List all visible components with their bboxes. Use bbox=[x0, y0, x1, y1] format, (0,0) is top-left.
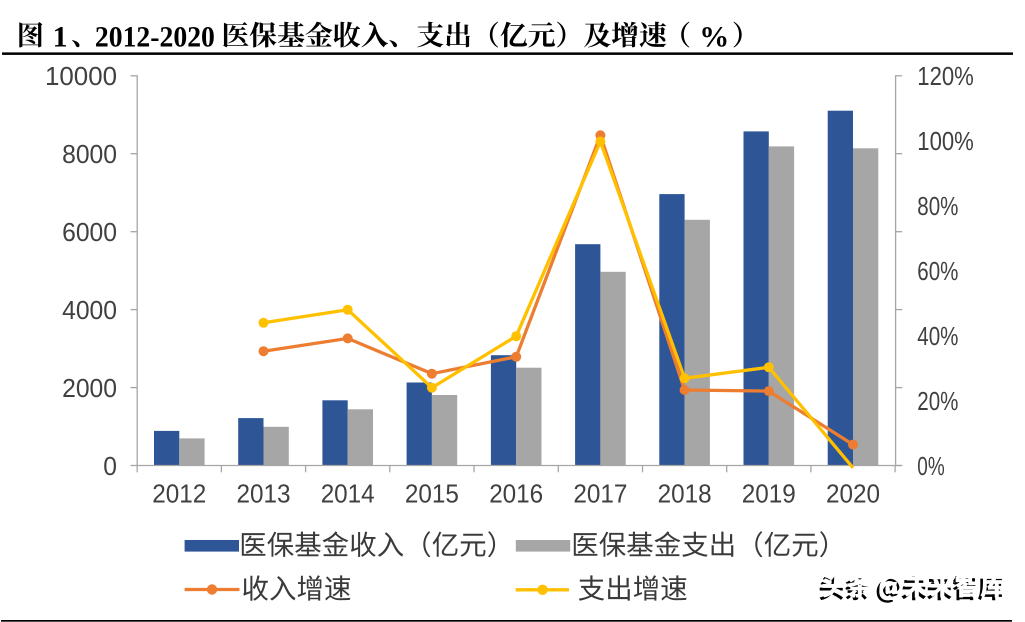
svg-text:2016: 2016 bbox=[489, 478, 543, 508]
svg-text:10000: 10000 bbox=[45, 61, 117, 91]
svg-text:2013: 2013 bbox=[237, 478, 291, 508]
svg-text:6000: 6000 bbox=[62, 217, 117, 247]
svg-text:120%: 120% bbox=[917, 61, 974, 91]
svg-text:2017: 2017 bbox=[573, 478, 627, 508]
svg-text:80%: 80% bbox=[917, 191, 958, 221]
svg-text:60%: 60% bbox=[917, 256, 958, 286]
svg-text:8000: 8000 bbox=[62, 139, 117, 169]
svg-text:%: % bbox=[699, 20, 729, 53]
svg-text:2012-2020: 2012-2020 bbox=[95, 20, 215, 53]
svg-text:2012: 2012 bbox=[152, 478, 206, 508]
svg-text:2014: 2014 bbox=[321, 478, 375, 508]
svg-text:2018: 2018 bbox=[658, 478, 712, 508]
svg-text:40%: 40% bbox=[917, 321, 958, 351]
svg-text:2019: 2019 bbox=[742, 478, 796, 508]
svg-text:2020: 2020 bbox=[826, 478, 880, 508]
svg-text:20%: 20% bbox=[917, 386, 958, 416]
svg-text:0: 0 bbox=[103, 451, 117, 481]
svg-text:100%: 100% bbox=[917, 126, 974, 156]
svg-text:2000: 2000 bbox=[62, 373, 117, 403]
svg-text:1: 1 bbox=[53, 20, 68, 53]
svg-text:4000: 4000 bbox=[62, 295, 117, 325]
svg-text:0%: 0% bbox=[917, 451, 944, 481]
svg-text:2015: 2015 bbox=[405, 478, 459, 508]
